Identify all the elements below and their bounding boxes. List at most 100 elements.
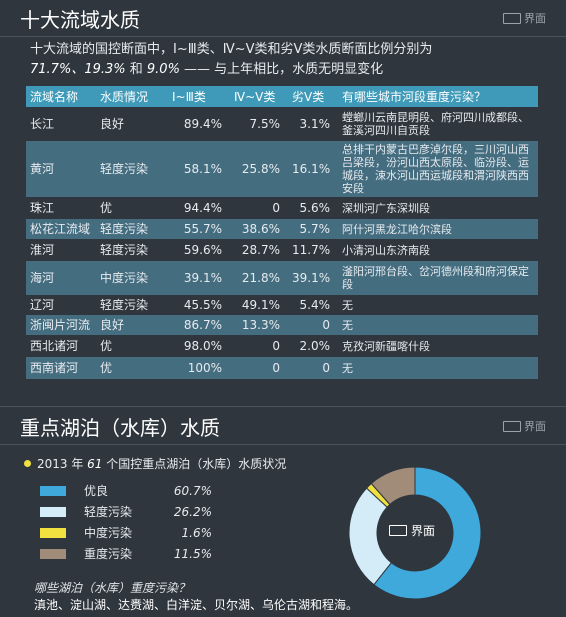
cell-class-1-3: 45.5% — [168, 295, 230, 315]
cell-class-1-3: 100% — [168, 357, 230, 379]
river-quality-table: 流域名称 水质情况 Ⅰ~Ⅲ类 Ⅳ~Ⅴ类 劣Ⅴ类 有哪些城市河段重度污染？ 长江良… — [26, 86, 538, 379]
donut-chart — [348, 466, 482, 600]
header-class-below-5: 劣Ⅴ类 — [288, 86, 338, 107]
cell-status: 优 — [96, 335, 168, 357]
cell-class-4-5: 0 — [230, 335, 288, 357]
header-polluted-sections: 有哪些城市河段重度污染？ — [338, 86, 538, 107]
bullet-icon — [24, 460, 31, 467]
subhead-text: 2013 年 61 个国控重点湖泊（水库）水质状况 — [37, 455, 286, 472]
page-title: 十大流域水质 — [20, 7, 140, 32]
intro-line1: 十大流域的国控断面中，Ⅰ~Ⅲ类、Ⅳ~Ⅴ类和劣Ⅴ类水质断面比例分别为 — [30, 42, 433, 57]
chart-legend: 优良 60.7% 轻度污染 26.2% 中度污染 1.6% 重度污染 11.5% — [40, 480, 212, 564]
legend-label: 优良 — [84, 484, 109, 498]
cell-class-1-3: 98.0% — [168, 335, 230, 357]
intro-pct-2: 19.3% — [84, 62, 126, 77]
cell-status: 优 — [96, 197, 168, 219]
intro-text: 十大流域的国控断面中，Ⅰ~Ⅲ类、Ⅳ~Ⅴ类和劣Ⅴ类水质断面比例分别为 71.7%、… — [30, 40, 550, 80]
cell-status: 轻度污染 — [96, 219, 168, 239]
cell-class-1-3: 59.6% — [168, 239, 230, 261]
legend-value: 1.6% — [181, 525, 213, 540]
cell-class-4-5: 0 — [230, 197, 288, 219]
table-row: 西南诸河优 100% 0 0 无 — [26, 357, 538, 379]
header-class-4-5: Ⅳ~Ⅴ类 — [230, 86, 288, 107]
logo-icon — [503, 12, 521, 24]
legend-item: 中度污染 1.6% — [40, 522, 212, 543]
intro-pct-3: 9.0% — [146, 62, 180, 77]
cell-class-1-3: 55.7% — [168, 219, 230, 239]
cell-polluted-sections: 无 — [338, 295, 538, 315]
legend-swatch — [40, 527, 66, 538]
subhead-post: 个国控重点湖泊（水库）水质状况 — [102, 457, 287, 471]
answer-text: 滇池、淀山湖、达赉湖、白洋淀、贝尔湖、乌伦古湖和程海。 — [34, 598, 359, 612]
cell-class-below-5: 5.4% — [288, 295, 338, 315]
subhead-pre: 2013 年 — [37, 457, 88, 471]
title-divider-2 — [0, 444, 566, 445]
header-basin: 流域名称 — [26, 86, 96, 107]
cell-class-4-5: 13.3% — [230, 315, 288, 335]
table-row: 黄河 轻度污染 58.1% 25.8% 16.1% 总排干内蒙古巴彦淖尔段，三川河山西吕梁… — [26, 141, 538, 197]
title-divider — [0, 36, 566, 37]
cell-class-4-5: 49.1% — [230, 295, 288, 315]
cell-polluted-sections: 无 — [338, 315, 538, 335]
donut-slice-0 — [373, 466, 482, 600]
cell-status: 良好 — [96, 315, 168, 335]
cell-class-below-5: 16.1% — [288, 141, 338, 197]
cell-class-below-5: 5.7% — [288, 219, 338, 239]
cell-class-below-5: 11.7% — [288, 239, 338, 261]
table-row: 浙闽片河流 良好 86.7% 13.3% 0 无 — [26, 315, 538, 335]
cell-class-4-5: 28.7% — [230, 239, 288, 261]
table-row: 松花江流域 轻度污染 55.7% 38.6% 5.7% 阿什河黑龙江哈尔滨段 — [26, 219, 538, 239]
legend-label: 重度污染 — [84, 547, 133, 561]
cell-polluted-sections: 无 — [338, 357, 538, 379]
cell-status: 良好 — [96, 107, 168, 141]
cell-basin: 浙闽片河流 — [26, 315, 96, 335]
legend-item: 重度污染 11.5% — [40, 543, 212, 564]
donut-slice-3 — [370, 466, 416, 506]
cell-polluted-sections: 深圳河广东深圳段 — [338, 197, 538, 219]
cell-class-below-5: 0 — [288, 357, 338, 379]
cell-status: 中度污染 — [96, 261, 168, 295]
cell-class-1-3: 94.4% — [168, 197, 230, 219]
cell-basin: 长江 — [26, 107, 96, 141]
brand-logo-2: 界面 — [503, 418, 546, 434]
table-row: 辽河 轻度污染 45.5% 49.1% 5.4% 无 — [26, 295, 538, 315]
cell-class-1-3: 39.1% — [168, 261, 230, 295]
cell-class-1-3: 89.4% — [168, 107, 230, 141]
cell-polluted-sections: 克孜河新疆喀什段 — [338, 335, 538, 357]
question-text: 哪些湖泊（水库）重度污染？ — [34, 581, 191, 595]
cell-class-below-5: 5.6% — [288, 197, 338, 219]
cell-basin: 西南诸河 — [26, 357, 96, 379]
cell-status: 优 — [96, 357, 168, 379]
cell-basin: 辽河 — [26, 295, 96, 315]
legend-item: 优良 60.7% — [40, 480, 212, 501]
section2-title: 重点湖泊（水库）水质 — [20, 415, 220, 440]
intro-pct-1: 71.7%、 — [30, 62, 85, 77]
donut-center-logo: 界面 — [372, 520, 452, 540]
cell-class-4-5: 0 — [230, 357, 288, 379]
intro-and: 和 — [125, 62, 147, 77]
cell-class-below-5: 39.1% — [288, 261, 338, 295]
legend-swatch — [40, 506, 66, 517]
legend-item: 轻度污染 26.2% — [40, 501, 212, 522]
intro-tail: —— 与上年相比，水质无明显变化 — [179, 62, 384, 77]
table-row: 长江 良好 89.4% 7.5% 3.1% 螳螂川云南昆明段、府河四川成都段、釜溪河四川自… — [26, 107, 538, 141]
cell-class-1-3: 58.1% — [168, 141, 230, 197]
header-class-1-3: Ⅰ~Ⅲ类 — [168, 86, 230, 107]
legend-label: 中度污染 — [84, 526, 133, 540]
table-row: 淮河 轻度污染 59.6% 28.7% 11.7% 小清河山东济南段 — [26, 239, 538, 261]
table-row: 西北诸河优 98.0% 0 2.0% 克孜河新疆喀什段 — [26, 335, 538, 357]
cell-class-below-5: 3.1% — [288, 107, 338, 141]
cell-class-4-5: 25.8% — [230, 141, 288, 197]
legend-swatch — [40, 548, 66, 559]
legend-value: 60.7% — [173, 483, 212, 498]
cell-basin: 淮河 — [26, 239, 96, 261]
cell-basin: 西北诸河 — [26, 335, 96, 357]
cell-polluted-sections: 螳螂川云南昆明段、府河四川成都段、釜溪河四川自贡段 — [338, 107, 538, 141]
cell-polluted-sections: 总排干内蒙古巴彦淖尔段，三川河山西吕梁段，汾河山西太原段、临汾段、运城段，涑水河… — [338, 141, 538, 197]
cell-class-4-5: 21.8% — [230, 261, 288, 295]
table-body: 长江 良好 89.4% 7.5% 3.1% 螳螂川云南昆明段、府河四川成都段、釜溪河四川自… — [26, 107, 538, 379]
subhead-num: 61 — [87, 457, 103, 471]
legend-value: 26.2% — [173, 504, 212, 519]
cell-polluted-sections: 阿什河黑龙江哈尔滨段 — [338, 219, 538, 239]
logo-icon — [388, 524, 407, 536]
